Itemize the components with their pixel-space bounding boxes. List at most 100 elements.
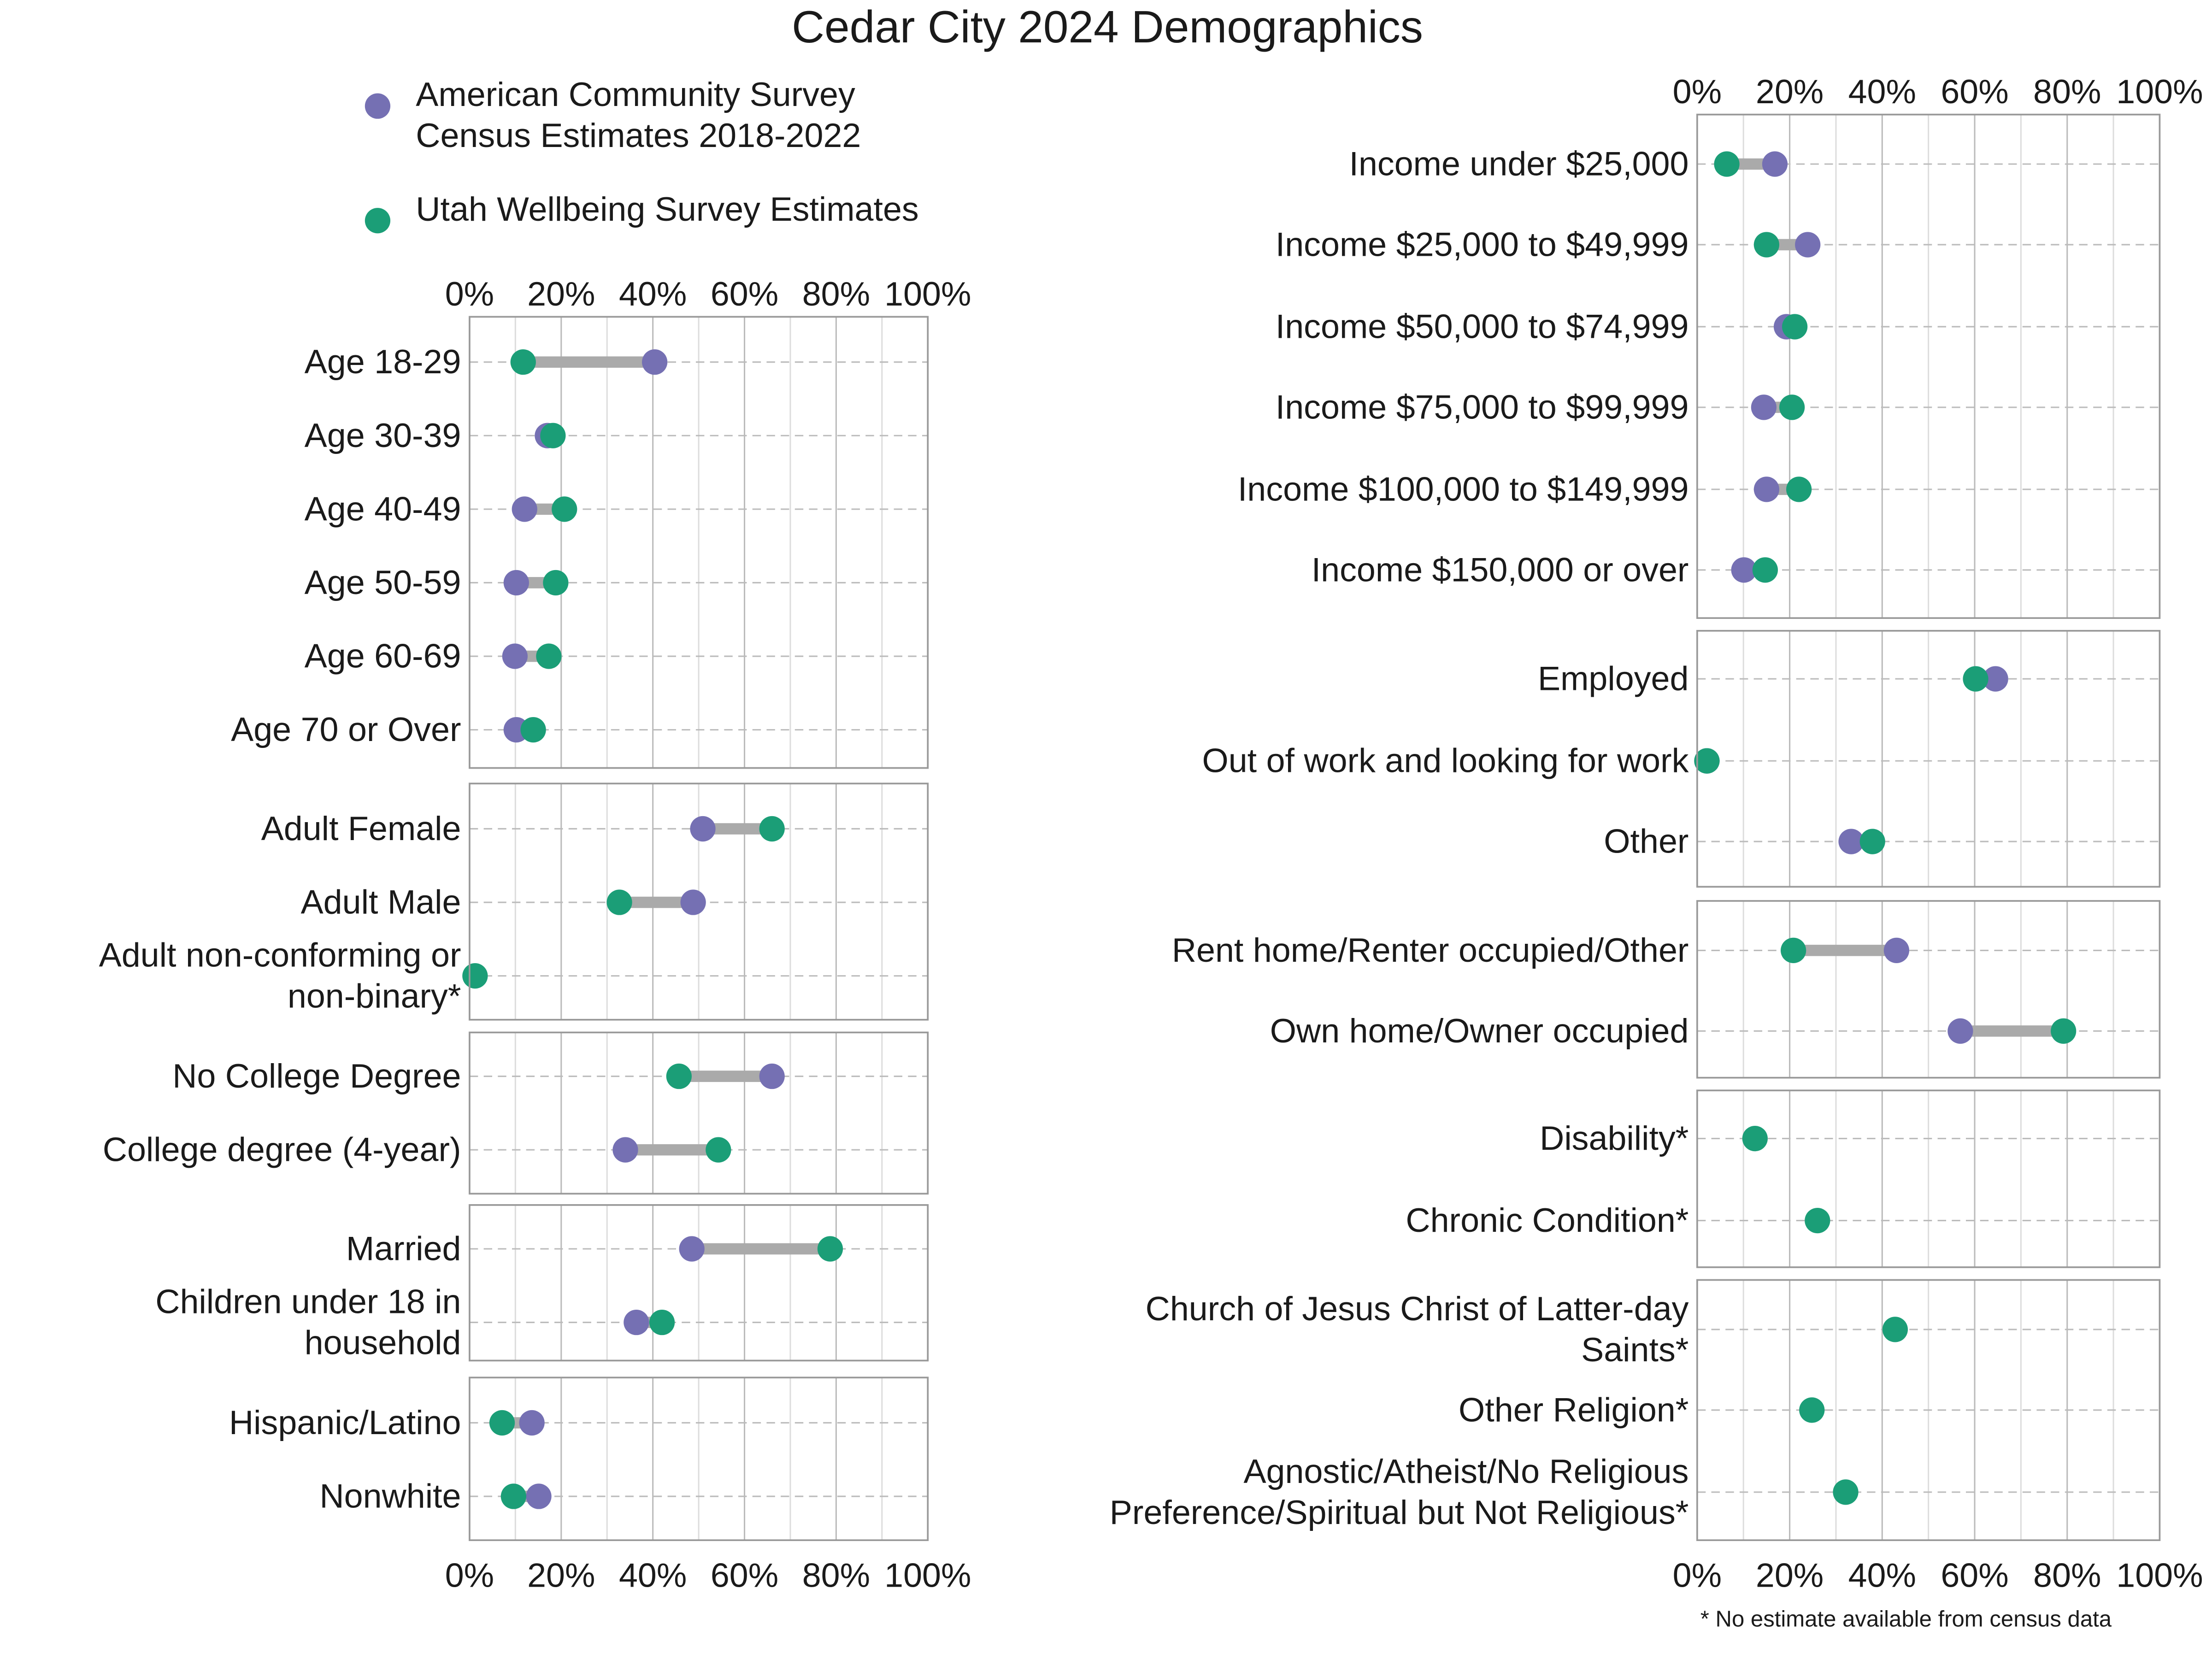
point-census — [512, 496, 537, 522]
point-wellbeing — [1859, 829, 1885, 854]
point-census — [519, 1410, 545, 1436]
point-wellbeing — [500, 1483, 527, 1509]
point-wellbeing — [1786, 477, 1812, 502]
chart-title: Cedar City 2024 Demographics — [792, 1, 1423, 52]
point-wellbeing — [520, 717, 546, 743]
panel: Disability* Chronic Condition* — [1406, 1089, 2161, 1268]
category-label: Church of Jesus Christ of Latter-day — [1146, 1289, 1689, 1328]
x-tick-top: 60% — [711, 275, 778, 313]
x-tick-top: 80% — [2033, 72, 2101, 111]
point-wellbeing — [1882, 1317, 1908, 1342]
point-wellbeing — [1694, 748, 1720, 774]
point-census — [1947, 1018, 1973, 1044]
panel-frame — [469, 1204, 929, 1362]
point-wellbeing — [543, 570, 569, 596]
panel: No College Degree College degree (4-year) — [103, 1031, 929, 1195]
panel-frame — [1696, 1279, 2161, 1541]
category-label: household — [305, 1324, 461, 1362]
point-census — [526, 1483, 552, 1509]
point-wellbeing — [1714, 151, 1740, 177]
category-label: Own home/Owner occupied — [1270, 1012, 1689, 1050]
category-label: Agnostic/Atheist/No Religious — [1243, 1452, 1688, 1490]
x-tick-bottom: 60% — [1941, 1556, 2008, 1594]
category-label: Age 50-59 — [305, 563, 461, 601]
point-census — [679, 1236, 705, 1262]
point-census — [1983, 666, 2008, 692]
point-wellbeing — [1782, 314, 1808, 340]
category-label: Other Religion* — [1459, 1390, 1688, 1429]
panel-frame — [469, 1031, 929, 1195]
x-tick-bottom: 20% — [1756, 1556, 1824, 1594]
point-census — [1838, 829, 1864, 854]
category-label: Income $75,000 to $99,999 — [1276, 388, 1689, 426]
x-tick-bottom: 80% — [2033, 1556, 2101, 1594]
legend-marker-wellbeing — [365, 208, 391, 234]
column-1: Age 18-29 Age 30-39 Age 40-49 Age 50-59 Age … — [99, 275, 971, 1594]
x-tick-bottom: 0% — [1673, 1556, 1722, 1594]
footnote: * No estimate available from census data — [1700, 1606, 2112, 1631]
legend-label-census: American Community Survey — [416, 75, 855, 113]
x-tick-top: 20% — [1756, 72, 1824, 111]
category-label: Income $50,000 to $74,999 — [1276, 307, 1689, 346]
panel-frame — [469, 316, 929, 769]
point-wellbeing — [2051, 1018, 2077, 1044]
point-wellbeing — [1779, 394, 1805, 420]
panel-frame — [469, 1377, 929, 1541]
x-tick-top: 40% — [619, 275, 687, 313]
point-census — [1731, 557, 1757, 583]
point-wellbeing — [649, 1309, 675, 1335]
point-wellbeing — [1805, 1207, 1830, 1234]
point-wellbeing — [1799, 1397, 1825, 1423]
point-census — [680, 889, 706, 915]
x-tick-bottom: 40% — [1848, 1556, 1916, 1594]
category-label: Income $150,000 or over — [1312, 550, 1689, 588]
category-label: Employed — [1538, 659, 1688, 698]
x-tick-bottom: 100% — [884, 1556, 971, 1594]
x-tick-bottom: 60% — [711, 1556, 778, 1594]
category-label: Age 60-69 — [305, 637, 461, 675]
category-label: Adult Male — [301, 883, 461, 921]
x-tick-top: 0% — [1673, 72, 1722, 111]
panel: Employed Out of work and looking for work… — [1202, 629, 2161, 888]
category-label: Age 30-39 — [305, 416, 461, 454]
x-tick-top: 40% — [1848, 72, 1916, 111]
point-census — [759, 1063, 785, 1089]
panel: Income under $25,000 Income $25,000 to $4… — [1238, 113, 2161, 619]
category-label: Adult Female — [261, 809, 461, 847]
x-tick-bottom: 40% — [619, 1556, 687, 1594]
x-tick-top: 20% — [527, 275, 595, 313]
category-label: Disability* — [1540, 1119, 1688, 1157]
point-census — [624, 1309, 649, 1335]
panel-frame — [1696, 113, 2161, 619]
panel-frame — [1696, 1089, 2161, 1268]
x-tick-top: 100% — [2116, 72, 2203, 111]
point-wellbeing — [759, 816, 785, 842]
category-label: Rent home/Renter occupied/Other — [1172, 931, 1689, 969]
column-2: Income under $25,000 Income $25,000 to $4… — [1110, 72, 2203, 1594]
point-census — [1751, 394, 1777, 420]
point-census — [1762, 151, 1788, 177]
legend-marker-census — [365, 93, 391, 119]
point-wellbeing — [1753, 232, 1780, 258]
category-label: Children under 18 in — [155, 1282, 461, 1321]
panel: Church of Jesus Christ of Latter-daySain… — [1110, 1279, 2161, 1541]
legend-label-wellbeing: Utah Wellbeing Survey Estimates — [416, 190, 918, 228]
point-wellbeing — [536, 643, 562, 669]
category-label: Income under $25,000 — [1349, 145, 1688, 183]
point-wellbeing — [552, 496, 577, 522]
legend-label-census: Census Estimates 2018-2022 — [416, 116, 861, 154]
category-label: Nonwhite — [319, 1477, 461, 1515]
category-label: Saints* — [1581, 1330, 1688, 1369]
category-label: Age 18-29 — [305, 342, 461, 381]
category-label: Chronic Condition* — [1406, 1201, 1688, 1239]
point-census — [1753, 477, 1780, 502]
category-label: Income $25,000 to $49,999 — [1276, 225, 1689, 263]
point-wellbeing — [606, 889, 632, 915]
category-label: non-binary* — [288, 977, 461, 1015]
category-label: Other — [1604, 822, 1688, 860]
category-label: No College Degree — [172, 1057, 461, 1095]
x-tick-bottom: 80% — [802, 1556, 870, 1594]
point-census — [690, 816, 716, 842]
